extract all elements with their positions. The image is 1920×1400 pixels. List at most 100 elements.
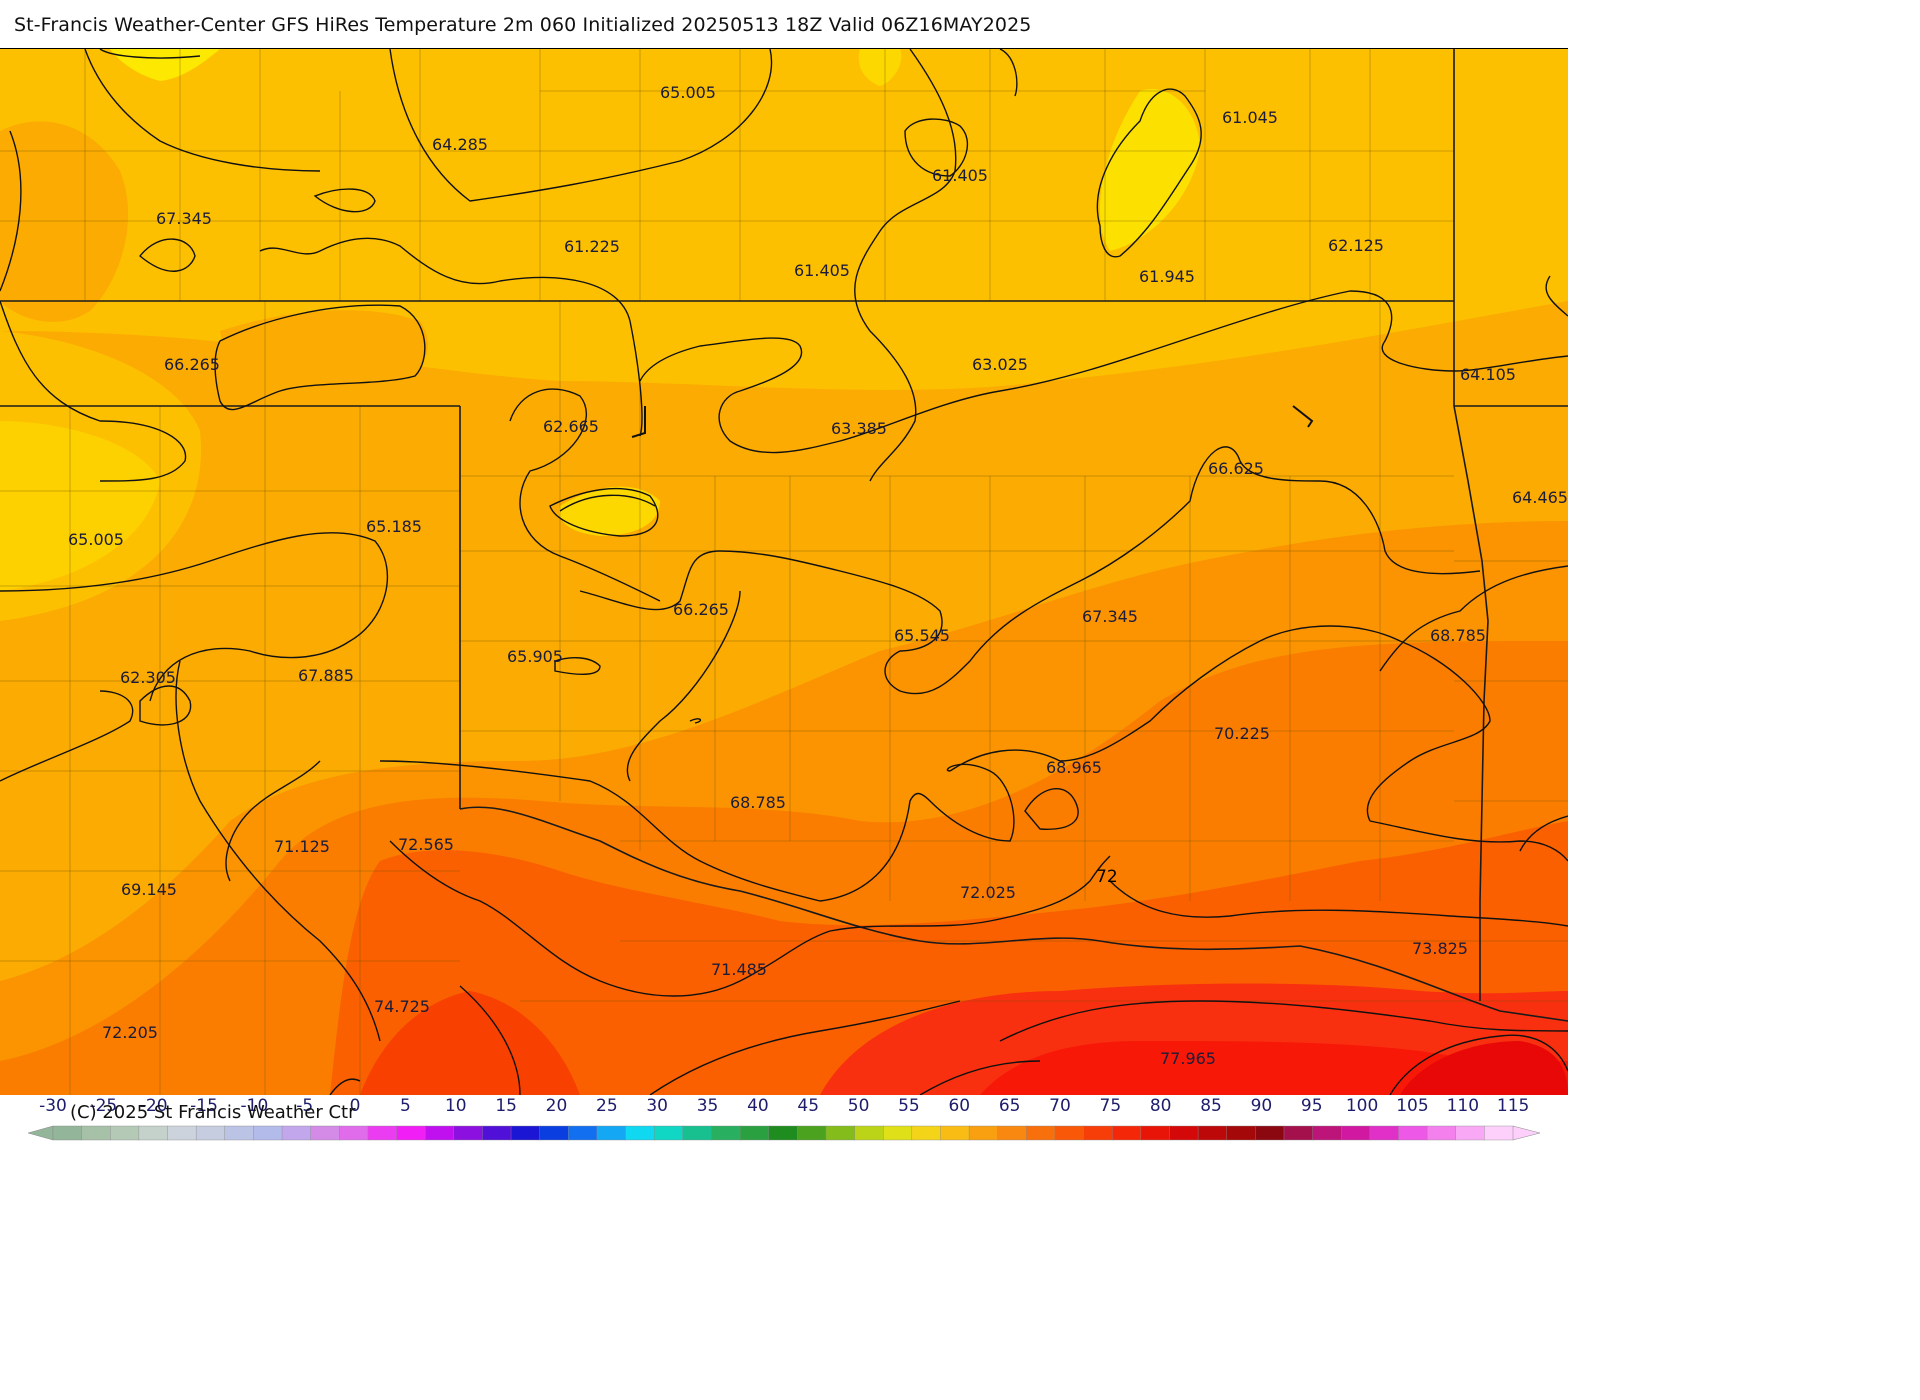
copyright: (C) 2025 St Francis Weather Ctr xyxy=(70,1102,356,1123)
colorbar-cell xyxy=(482,1125,512,1141)
colorbar-cell xyxy=(653,1125,684,1141)
temperature-map: 65.005 64.285 61.045 61.405 67.345 61.22… xyxy=(0,48,1568,1095)
temp-band-warm-7 xyxy=(1400,1041,1568,1095)
wind-barbs xyxy=(631,405,1314,438)
temp-label: 61.945 xyxy=(1139,267,1195,286)
colorbar-tick-label: 40 xyxy=(747,1096,769,1116)
colorbar-cell xyxy=(1140,1125,1171,1141)
temp-band-orange-w2 xyxy=(220,310,428,398)
temp-label: 62.125 xyxy=(1328,236,1384,255)
temp-label: 64.105 xyxy=(1460,365,1516,384)
temp-label: 65.005 xyxy=(660,83,716,102)
colorbar-cell xyxy=(539,1125,569,1141)
colorbar-tick-label: 10 xyxy=(444,1096,467,1116)
colorbar-tick-label: 105 xyxy=(1396,1096,1429,1116)
colorbar-cell xyxy=(968,1125,999,1141)
colorbar-tick-label: 55 xyxy=(898,1096,920,1116)
temp-label: 64.465 xyxy=(1512,488,1568,507)
colorbar-cell xyxy=(1197,1125,1228,1141)
colorbar-cell xyxy=(310,1125,340,1141)
colorbar-cell xyxy=(1054,1125,1085,1141)
temp-label: 68.785 xyxy=(730,793,786,812)
colorbar-cell xyxy=(1112,1125,1142,1141)
colorbar-cell xyxy=(281,1125,312,1141)
colorbar-cell xyxy=(739,1125,770,1141)
temperature-colorbar xyxy=(0,1124,1568,1144)
temp-band-orange-nw xyxy=(0,121,129,322)
colorbar-cell xyxy=(167,1125,197,1141)
colorbar-tick-label: 50 xyxy=(847,1096,870,1116)
temp-label: 71.125 xyxy=(274,837,330,856)
colorbar-tick-label: 115 xyxy=(1496,1096,1530,1116)
temp-label: 72.025 xyxy=(960,883,1016,902)
temp-label: 65.905 xyxy=(507,647,563,666)
temp-label: 66.625 xyxy=(1208,459,1264,478)
colorbar-cell xyxy=(711,1125,741,1141)
colorbar-tick-label: -30 xyxy=(39,1096,67,1116)
colorbar-cell xyxy=(854,1125,884,1141)
isotherm-label: 72 xyxy=(1096,867,1118,887)
colorbar-tick-label: 65 xyxy=(998,1096,1021,1116)
colorbar-tick-label: 75 xyxy=(1099,1096,1122,1116)
state-borders xyxy=(0,49,1568,1022)
colorbar-end-arrow-right xyxy=(1512,1125,1541,1141)
temp-label: 64.285 xyxy=(432,135,488,154)
temp-band-yellow-ne xyxy=(1100,89,1200,251)
map-title: St-Francis Weather-Center GFS HiRes Temp… xyxy=(14,14,1032,36)
colorbar-cell xyxy=(1426,1125,1457,1141)
colorbar-cell xyxy=(1255,1125,1285,1141)
temp-label: 74.725 xyxy=(374,997,430,1016)
county-lines xyxy=(0,49,1568,1095)
colorbar-cell xyxy=(52,1125,83,1141)
temp-label: 63.385 xyxy=(831,419,887,438)
colorbar-tick-label: -15 xyxy=(190,1096,218,1116)
colorbar-tick-label: 60 xyxy=(948,1096,971,1116)
colorbar-cell xyxy=(568,1125,598,1141)
colorbar-tick-label: 25 xyxy=(596,1096,618,1116)
colorbar-tick-label: 95 xyxy=(1300,1096,1323,1116)
colorbar-cell xyxy=(138,1125,169,1141)
colorbar-tick-label: 90 xyxy=(1250,1096,1273,1116)
colorbar-cell xyxy=(1169,1125,1199,1141)
temp-label: 63.025 xyxy=(972,355,1028,374)
colorbar-cell xyxy=(1398,1125,1428,1141)
temp-label: 65.005 xyxy=(68,530,124,549)
colorbar-cell xyxy=(253,1125,283,1141)
temp-label: 67.345 xyxy=(1082,607,1138,626)
colorbar-cell xyxy=(510,1125,541,1141)
temp-label: 61.045 xyxy=(1222,108,1278,127)
colorbar-cell xyxy=(940,1125,970,1141)
colorbar-tick-label: -5 xyxy=(296,1096,314,1116)
colorbar-tick-label: 0 xyxy=(349,1096,361,1116)
colorbar-cell xyxy=(797,1125,827,1141)
colorbar-tick-label: 70 xyxy=(1049,1096,1071,1116)
temp-label: 67.885 xyxy=(298,666,354,685)
colorbar-cell xyxy=(424,1125,455,1141)
colorbar-cell xyxy=(1226,1125,1257,1141)
temp-label: 66.265 xyxy=(673,600,729,619)
temp-label: 61.405 xyxy=(932,166,988,185)
temp-label: 61.405 xyxy=(794,261,850,280)
colorbar-cell xyxy=(825,1125,856,1141)
colorbar-tick-label: 15 xyxy=(495,1096,517,1116)
temp-label: 69.145 xyxy=(121,880,177,899)
colorbar-cell xyxy=(1484,1125,1514,1141)
colorbar-cell xyxy=(1341,1125,1371,1141)
colorbar-cell xyxy=(911,1125,942,1141)
temp-label: 66.265 xyxy=(164,355,220,374)
colorbar-tick-label: 30 xyxy=(646,1096,669,1116)
temp-band-west xyxy=(0,421,160,591)
temp-label: 70.225 xyxy=(1214,724,1270,743)
colorbar-tick-label: 85 xyxy=(1200,1096,1222,1116)
temp-label: 71.485 xyxy=(711,960,767,979)
colorbar-tick-label: 5 xyxy=(400,1096,411,1116)
colorbar-tick-label: -10 xyxy=(240,1096,269,1116)
colorbar-tick-label: 110 xyxy=(1446,1096,1480,1116)
colorbar-cell xyxy=(396,1125,426,1141)
colorbar-cell xyxy=(110,1125,140,1141)
colorbar-cell xyxy=(1455,1125,1486,1141)
colorbar-tick-label: -25 xyxy=(89,1096,118,1116)
colorbar-tick-label: 35 xyxy=(696,1096,719,1116)
temp-label: 72.565 xyxy=(398,835,454,854)
colorbar-cell xyxy=(625,1125,655,1141)
